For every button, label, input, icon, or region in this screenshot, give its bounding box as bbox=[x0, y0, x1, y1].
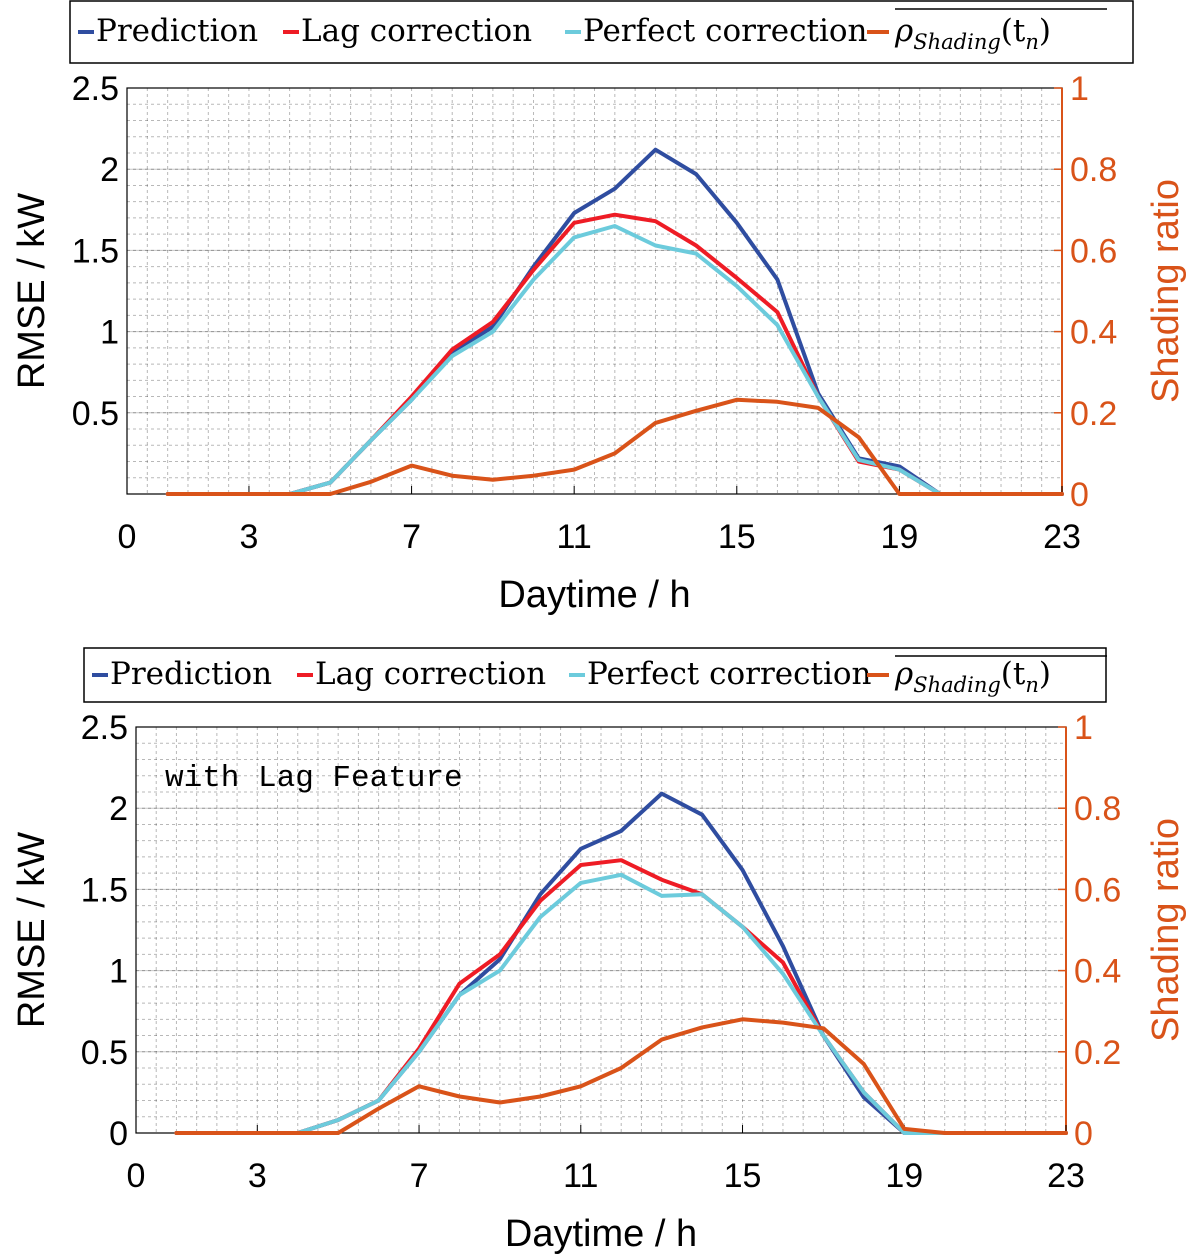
legend-label-prediction: Prediction bbox=[96, 13, 258, 49]
y-axis-label: RMSE / kW bbox=[11, 832, 53, 1028]
y-axis-label-right: Shading ratio bbox=[1145, 179, 1187, 403]
right-tick-label: 0.2 bbox=[1074, 1034, 1121, 1072]
right-tick-label: 1 bbox=[1070, 70, 1089, 108]
legend: Prediction Lag correction Perfect correcti… bbox=[83, 647, 1107, 703]
right-tick-label: 0.8 bbox=[1074, 790, 1121, 828]
y-tick-label: 0.5 bbox=[72, 395, 119, 433]
legend-label-lag-correction: Lag correction bbox=[301, 13, 532, 49]
y-tick-label: 2.5 bbox=[72, 70, 119, 108]
y-tick-label: 1 bbox=[100, 314, 119, 352]
series-line-shading-ratio bbox=[174, 1017, 1068, 1135]
chart-annotation: with Lag Feature bbox=[165, 761, 463, 796]
x-tick-label: 11 bbox=[563, 1157, 598, 1195]
legend-subscript-n: n bbox=[1025, 673, 1039, 697]
legend-box bbox=[83, 647, 1107, 703]
x-tick-label: 3 bbox=[239, 518, 258, 556]
y-axis-label-right: Shading ratio bbox=[1145, 818, 1187, 1042]
x-tick-label: 15 bbox=[718, 518, 756, 556]
y-tick-label: 0 bbox=[109, 1115, 128, 1153]
legend-label-prediction: Prediction bbox=[110, 656, 272, 692]
x-tick-label: 23 bbox=[1047, 1157, 1085, 1195]
x-tick-label: 11 bbox=[557, 518, 592, 556]
legend-tail: (t bbox=[1001, 13, 1026, 49]
right-tick-label: 0.4 bbox=[1074, 953, 1121, 991]
x-tick-label: 19 bbox=[885, 1157, 923, 1195]
x-tick-label: 0 bbox=[127, 1157, 146, 1195]
y-tick-label: 2 bbox=[109, 790, 128, 828]
x-tick-label: 7 bbox=[410, 1157, 429, 1195]
right-tick-label: 0 bbox=[1070, 476, 1089, 514]
grid bbox=[126, 87, 1063, 495]
y-tick-label: 2 bbox=[100, 151, 119, 189]
legend-tail: (t bbox=[1001, 656, 1026, 692]
y-tick-label: 1.5 bbox=[81, 871, 128, 909]
right-tick-label: 1 bbox=[1074, 709, 1093, 747]
legend-rho: ρ bbox=[894, 656, 913, 692]
legend-label-perfect-correction: Perfect correction bbox=[583, 13, 868, 49]
chart-1: 0 3 7 11 15 19 23 0.5 1 1.5 2 2.5 0 0.2 0.4 0.6 0.8 1 Dayt… bbox=[11, 0, 1187, 616]
legend-subscript: Shading bbox=[913, 673, 1001, 697]
legend-end: ) bbox=[1039, 656, 1051, 692]
y-tick-label: 2.5 bbox=[81, 709, 128, 747]
legend-label-perfect-correction: Perfect correction bbox=[587, 656, 872, 692]
right-tick-label: 0.6 bbox=[1070, 232, 1117, 270]
legend-subscript-n: n bbox=[1025, 30, 1039, 54]
legend-label-shading-ratio: ρShading(tn) bbox=[894, 656, 1051, 697]
y-tick-label: 1 bbox=[109, 953, 128, 991]
legend-box bbox=[69, 0, 1134, 64]
chart-2: 0 3 7 11 15 19 23 0 0.5 1 1.5 2 2.5 0 0.2 0.4 0.6 0.8 1 Day… bbox=[11, 647, 1187, 1255]
x-tick-label: 3 bbox=[248, 1157, 267, 1195]
right-tick-label: 0.2 bbox=[1070, 395, 1117, 433]
x-tick-label: 7 bbox=[402, 518, 421, 556]
x-tick-label: 19 bbox=[880, 518, 918, 556]
right-tick-label: 0 bbox=[1074, 1115, 1093, 1153]
x-axis-label: Daytime / h bbox=[498, 574, 690, 616]
legend-subscript: Shading bbox=[913, 30, 1001, 54]
right-tick-label: 0.4 bbox=[1070, 314, 1117, 352]
x-axis-label: Daytime / h bbox=[505, 1213, 697, 1255]
legend-label-shading-ratio: ρShading(tn) bbox=[894, 13, 1051, 54]
right-tick-label: 0.8 bbox=[1070, 151, 1117, 189]
y-tick-label: 1.5 bbox=[72, 232, 119, 270]
series-line-shading-ratio bbox=[165, 397, 1064, 496]
legend: Prediction Lag correction Perfect correcti… bbox=[69, 0, 1134, 64]
legend-rho: ρ bbox=[894, 13, 913, 49]
legend-label-lag-correction: Lag correction bbox=[315, 656, 546, 692]
legend-end: ) bbox=[1039, 13, 1051, 49]
x-tick-label: 23 bbox=[1043, 518, 1081, 556]
series-line-perfect-correction bbox=[174, 872, 1068, 1135]
x-tick-label: 0 bbox=[118, 518, 137, 556]
series-line-perfect-correction bbox=[165, 224, 1064, 496]
right-tick-label: 0.6 bbox=[1074, 871, 1121, 909]
y-axis-label: RMSE / kW bbox=[11, 193, 53, 389]
y-tick-label: 0.5 bbox=[81, 1034, 128, 1072]
x-tick-label: 15 bbox=[724, 1157, 762, 1195]
